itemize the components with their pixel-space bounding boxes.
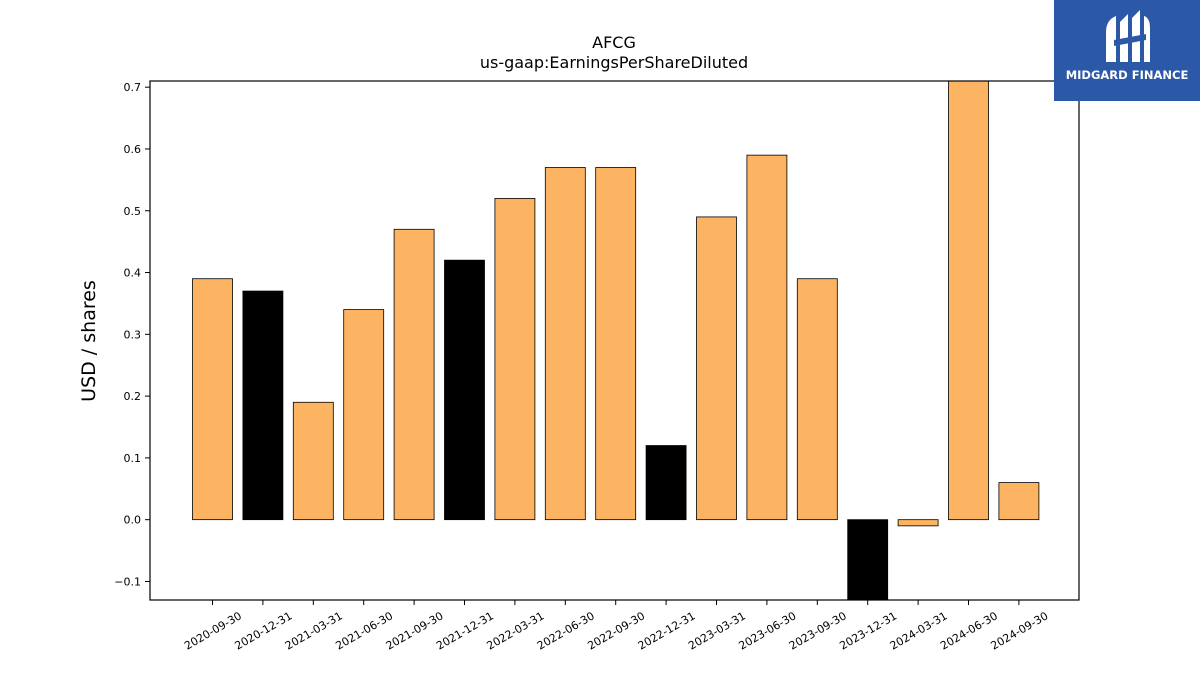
bar-2021-09-30 (393, 228, 435, 521)
bar-2020-09-30 (192, 278, 233, 521)
bar-2023-12-31 (847, 519, 889, 601)
y-tick-label: 0.0 (124, 514, 142, 527)
bar-2022-06-30 (544, 167, 586, 521)
y-tick-label: 0.5 (124, 205, 142, 218)
logo-text: MIDGARD FINANCE (1065, 68, 1189, 82)
bar-2021-06-30 (343, 309, 385, 521)
plot-frame (149, 80, 1080, 601)
bar-2024-06-30 (948, 80, 989, 521)
x-axis-ticks: 2020-09-302020-12-312021-03-312021-06-30… (182, 600, 1050, 653)
y-tick-label: 0.2 (124, 390, 142, 403)
bar-2023-09-30 (796, 278, 838, 521)
x-tick-label: 2024-09-30 (989, 609, 1051, 652)
y-axis-ticks: −0.1 0.0 0.1 0.2 0.3 0.4 0.5 0.6 0.7 (114, 81, 150, 588)
y-tick-label: 0.3 (124, 328, 142, 341)
bar-2021-12-31 (444, 259, 485, 521)
bar-2022-09-30 (595, 167, 637, 521)
bar-2023-06-30 (746, 154, 788, 521)
bars-group (192, 80, 1040, 601)
chart-subtitle: us-gaap:EarningsPerShareDiluted (480, 53, 748, 72)
y-tick-label: 0.1 (124, 452, 142, 465)
y-tick-label: 0.6 (124, 143, 142, 156)
bar-2024-09-30 (998, 482, 1040, 521)
y-axis-label: USD / shares (78, 280, 100, 402)
chart-title: AFCG (592, 33, 636, 52)
bar-2024-03-31 (897, 519, 939, 527)
bar-2022-12-31 (645, 445, 687, 521)
midgard-logo-icon (1106, 10, 1150, 62)
bar-2022-03-31 (494, 197, 536, 521)
y-tick-label: −0.1 (114, 575, 141, 588)
bar-2020-12-31 (242, 290, 284, 521)
bar-2023-03-31 (696, 216, 737, 521)
y-tick-label: 0.4 (124, 267, 142, 280)
bar-2021-03-31 (292, 401, 334, 521)
midgard-finance-logo: MIDGARD FINANCE (1054, 0, 1200, 101)
y-tick-label: 0.7 (124, 81, 142, 94)
